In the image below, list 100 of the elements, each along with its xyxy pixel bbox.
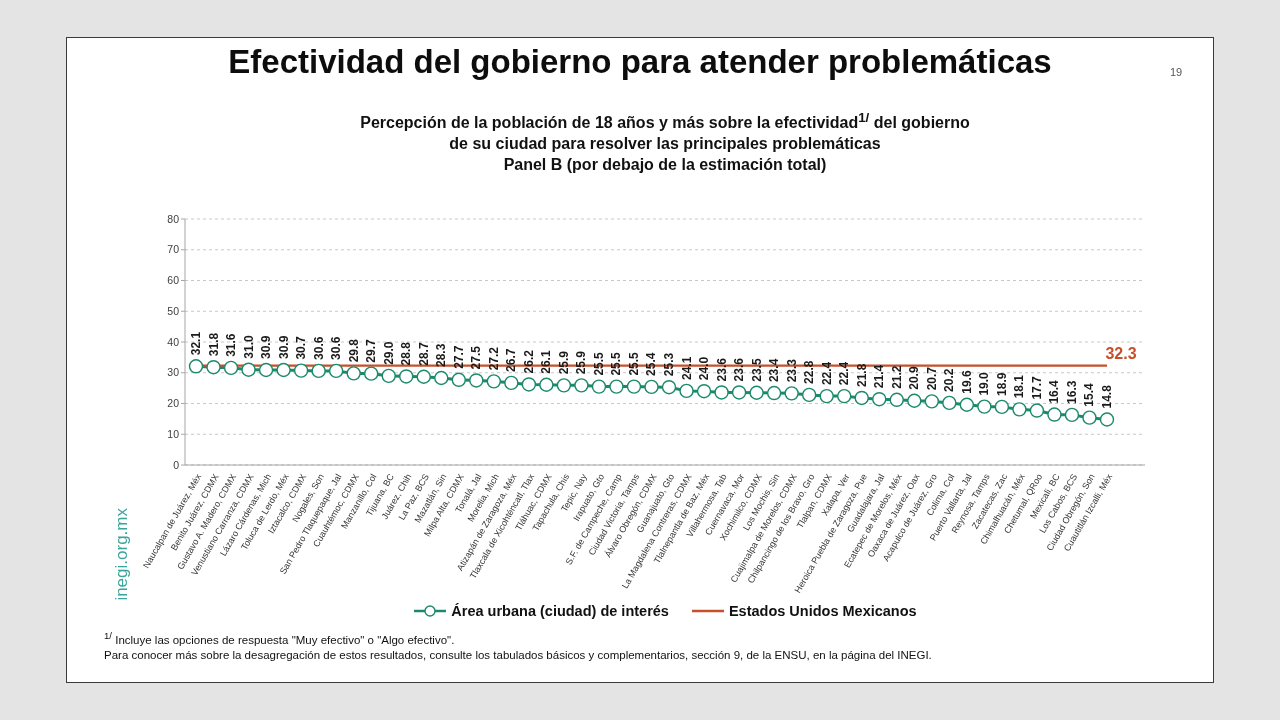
data-label: 31.8 <box>206 332 221 357</box>
y-tick-label: 40 <box>167 335 180 348</box>
point <box>714 385 729 400</box>
point <box>907 393 922 408</box>
point <box>363 366 379 381</box>
data-label: 29.8 <box>346 338 361 363</box>
data-label: 26.2 <box>521 349 536 374</box>
y-tick-label: 0 <box>173 458 180 471</box>
data-label: 27.7 <box>451 345 466 369</box>
data-label: 25.9 <box>574 350 589 375</box>
point <box>959 397 975 412</box>
point <box>994 399 1010 415</box>
data-label: 28.8 <box>399 341 414 366</box>
data-label: 22.4 <box>819 361 834 386</box>
data-label: 30.7 <box>294 335 309 360</box>
data-label: 20.9 <box>907 366 922 390</box>
point <box>644 379 659 395</box>
point <box>486 374 502 389</box>
data-label: 23.6 <box>714 357 729 382</box>
point <box>731 385 747 400</box>
data-label: 25.4 <box>644 352 659 376</box>
data-label: 16.4 <box>1047 379 1062 404</box>
legend-label: Estados Unidos Mexicanos <box>728 603 917 619</box>
point <box>521 377 537 392</box>
data-label: 15.4 <box>1082 382 1097 407</box>
point <box>1029 403 1045 418</box>
y-tick-label: 60 <box>167 274 180 287</box>
data-label: 21.2 <box>889 365 904 389</box>
data-label: 29.7 <box>364 338 379 363</box>
point <box>451 372 466 388</box>
data-label: 29.0 <box>381 341 396 365</box>
data-label: 22.4 <box>837 361 852 386</box>
data-label: 25.9 <box>556 350 571 375</box>
data-label: 14.8 <box>1100 384 1114 409</box>
point <box>223 360 239 376</box>
point <box>696 384 712 399</box>
data-label: 27.5 <box>469 345 484 370</box>
point <box>679 383 694 399</box>
data-label: 22.8 <box>802 360 817 384</box>
data-label: 17.7 <box>1029 375 1044 400</box>
point <box>1047 407 1062 422</box>
point <box>241 362 256 377</box>
point <box>293 363 309 378</box>
data-label: 23.6 <box>732 357 747 382</box>
data-label: 24.0 <box>697 356 712 381</box>
data-label: 26.1 <box>539 350 554 374</box>
point <box>889 392 904 408</box>
point <box>784 386 799 401</box>
point <box>574 378 589 393</box>
point <box>539 377 554 392</box>
data-label: 31.0 <box>241 334 256 359</box>
text: $^{1/}$ Incluye las opciones de respuesta "Muy efectivo" o "Algo efectivo". <box>104 630 455 646</box>
point <box>1082 410 1097 425</box>
data-label: 30.9 <box>259 335 274 359</box>
data-label: 23.4 <box>767 358 782 383</box>
point <box>591 379 607 394</box>
y-tick-label: 80 <box>167 212 180 225</box>
chart-subtitle: Percepción de la población de 18 años y más sobre la efectividad$^{1/}$ del gobierno de su ciudad para resolver las principales problemáticas Panel B (por debajo de la estimación total) <box>360 110 970 174</box>
data-label: 30.6 <box>311 336 326 360</box>
point <box>469 373 484 388</box>
data-label: 19.6 <box>959 370 974 394</box>
point <box>206 360 221 375</box>
point <box>276 362 291 378</box>
point <box>434 370 449 386</box>
point <box>258 362 274 378</box>
point <box>346 366 361 381</box>
point <box>766 385 782 401</box>
point <box>504 375 519 391</box>
point <box>381 368 396 384</box>
data-label: 25.5 <box>591 351 606 376</box>
point <box>661 380 677 395</box>
point <box>1012 402 1027 417</box>
data-label: 31.6 <box>224 333 239 357</box>
data-label: 23.5 <box>749 358 764 382</box>
point <box>749 385 764 400</box>
point <box>924 394 940 409</box>
point <box>854 390 869 406</box>
data-label: 32.1 <box>189 331 203 356</box>
point <box>872 392 887 407</box>
point <box>837 388 852 404</box>
legend-label: Área urbana (ciudad) de interés <box>451 603 669 619</box>
data-label: 16.3 <box>1064 380 1079 404</box>
data-label: 18.1 <box>1012 374 1027 399</box>
y-tick-label: 50 <box>167 304 180 317</box>
point <box>609 379 624 394</box>
point <box>1099 412 1115 427</box>
y-tick-label: 70 <box>167 243 180 256</box>
data-label: 25.3 <box>662 352 677 377</box>
data-label: 23.3 <box>784 358 799 383</box>
point <box>416 369 431 384</box>
data-label: 18.9 <box>994 372 1009 396</box>
data-label: 25.5 <box>609 351 624 376</box>
data-label: 32.3 <box>1105 344 1137 362</box>
data-label: 28.3 <box>434 343 449 367</box>
y-tick-label: 10 <box>167 427 180 440</box>
point <box>556 378 572 393</box>
point <box>1064 407 1080 423</box>
point <box>328 363 344 379</box>
point <box>801 387 817 403</box>
data-label: 27.2 <box>486 346 501 371</box>
